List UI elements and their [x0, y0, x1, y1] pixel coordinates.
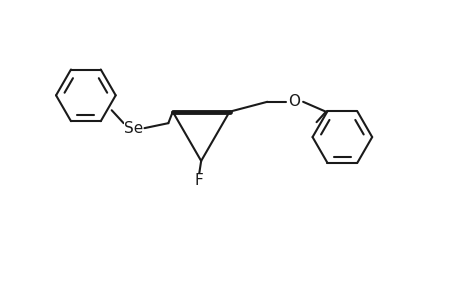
- Text: O: O: [287, 94, 300, 109]
- Text: Se: Se: [123, 121, 143, 136]
- Text: F: F: [194, 173, 203, 188]
